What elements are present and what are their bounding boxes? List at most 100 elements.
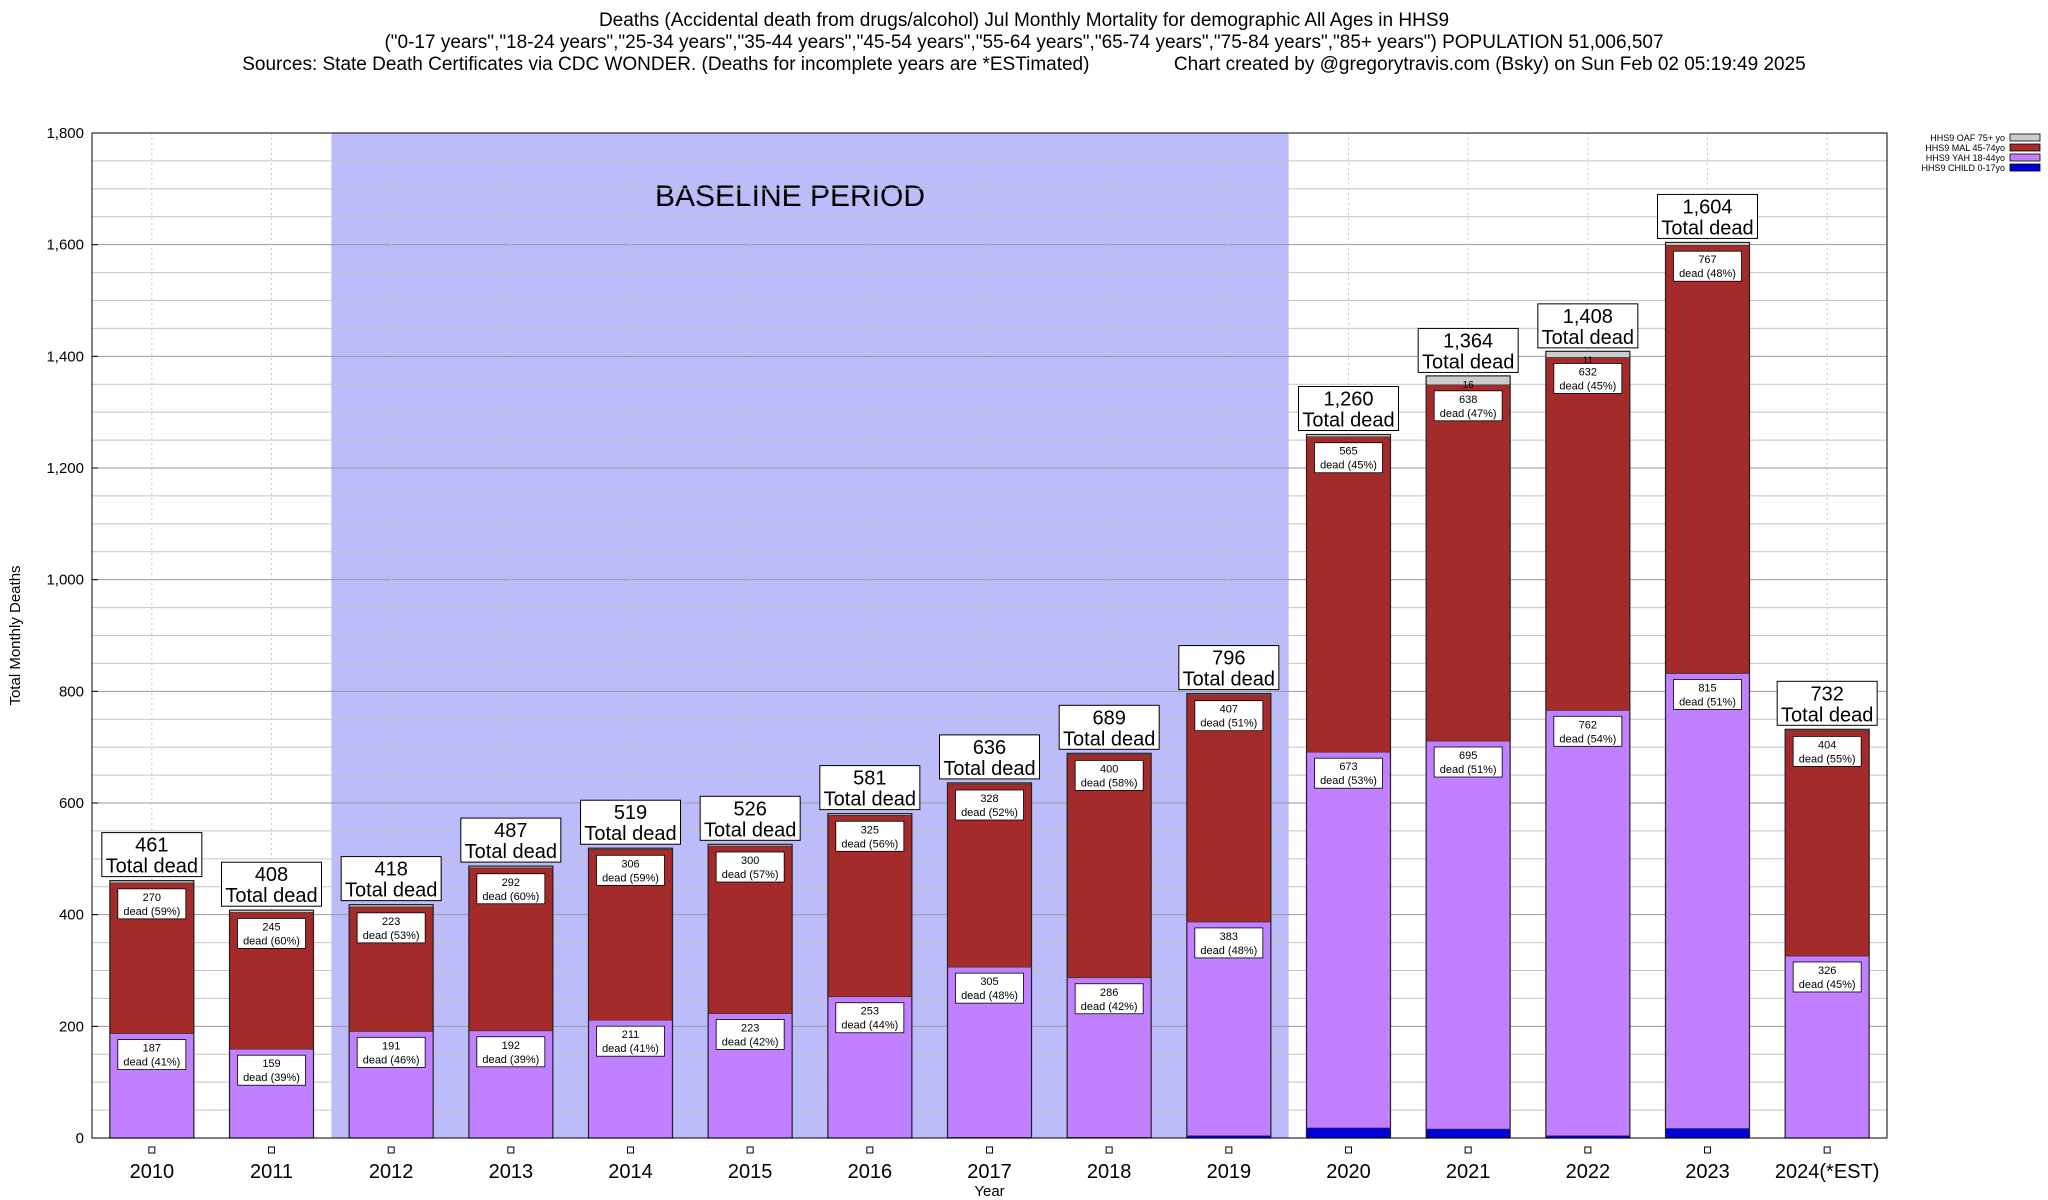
total-value-label: 689 [1092,707,1125,729]
segment-label-box [955,789,1024,821]
legend-swatch [2009,143,2041,152]
y-tick-label: 1,000 [46,572,84,589]
x-tick-label: 2020 [1326,1161,1371,1183]
segment-percent-label: dead (58%) [1081,777,1138,789]
segment-value-label: 632 [1579,366,1597,378]
bar-segment [1306,436,1391,753]
segment-value-label: 223 [741,1022,759,1034]
total-label-box [819,765,921,811]
x-tick-label: 2023 [1685,1161,1730,1183]
segment-label-box [1673,679,1742,710]
x-marker [986,1146,993,1154]
total-suffix-label: Total dead [1781,704,1873,726]
segment-percent-label: dead (48%) [1200,945,1257,957]
segment-value-label: 292 [502,877,520,889]
x-axis-title: Year [974,1183,1004,1200]
total-label-box [1537,303,1639,349]
total-value-label: 732 [1810,683,1843,705]
bar-segment [1665,1128,1750,1139]
segment-label-box [1792,961,1862,993]
bar-segment [1186,694,1272,923]
bar-segment [1784,730,1870,957]
x-marker [746,1146,754,1154]
segment-label-box [237,918,306,949]
segment-value-label: 767 [1698,254,1716,266]
segment-value-label: 211 [622,1029,640,1041]
y-tick-label: 400 [59,907,84,924]
total-value-label: 1,604 [1682,196,1732,218]
legend-swatch [2009,153,2041,162]
segment-value-label: 306 [621,858,639,870]
segment-value-label: 187 [143,1043,161,1055]
segment-value-label: 328 [980,793,998,805]
segment-percent-label: dead (54%) [1559,733,1616,745]
legend-swatch [2009,133,2041,142]
segment-label-box [117,1039,187,1070]
title-line-2: ("0-17 years","18-24 years","25-34 years… [384,32,1664,53]
segment-percent-label: dead (60%) [243,935,300,947]
bar-segment [1306,751,1391,1129]
segment-percent-label: dead (45%) [1559,380,1616,392]
x-tick-label: 2012 [369,1161,414,1183]
segment-percent-label: dead (48%) [961,990,1018,1002]
segment-label-box [835,820,905,852]
x-marker [1225,1146,1233,1154]
total-suffix-label: Total dead [1302,410,1394,432]
segment-percent-label: dead (42%) [1081,1001,1138,1013]
total-label-box [699,795,801,841]
legend-label: HHS9 MAL 45-74yo [1925,143,2005,153]
x-tick-label: 2016 [848,1161,893,1183]
segment-value-label: 815 [1698,682,1716,694]
segment-value-label: 400 [1100,763,1118,775]
x-tick-label: 2024(*EST) [1775,1161,1880,1183]
segment-value-label: 270 [143,892,161,904]
total-suffix-label: Total dead [465,841,557,863]
segment-label-box [1792,736,1862,767]
x-marker [1464,1146,1472,1154]
segment-label-box [835,1002,905,1034]
total-value-label: 636 [973,737,1006,759]
total-label-box [1776,680,1878,726]
segment-value-label: 305 [980,976,998,988]
total-value-label: 796 [1212,648,1245,670]
segment-percent-label: dead (52%) [961,807,1018,819]
segment-label-box [476,873,546,905]
plot-frame [91,132,1888,1139]
segment-label-box [1433,390,1503,422]
total-suffix-label: Total dead [106,856,198,878]
y-tick-label: 200 [59,1018,84,1035]
segment-percent-label: dead (48%) [1679,268,1736,280]
total-label-box [939,734,1040,780]
x-marker [1823,1146,1831,1154]
x-marker [1704,1146,1711,1154]
segment-label-box [1553,715,1623,747]
segment-percent-label: dead (39%) [243,1072,300,1084]
segment-percent-label: dead (57%) [722,869,779,881]
total-suffix-label: Total dead [1183,669,1275,691]
x-marker [507,1146,515,1154]
segment-percent-label: dead (60%) [482,891,539,903]
x-tick-label: 2022 [1566,1161,1611,1183]
total-label-box [460,817,562,863]
segment-percent-label: dead (51%) [1440,764,1497,776]
bar-segment [1425,384,1511,742]
total-label-box [101,832,203,878]
total-value-label: 1,408 [1563,306,1613,328]
segment-percent-label: dead (39%) [482,1054,539,1066]
segment-label-box [356,912,426,944]
bar-segment [1066,754,1152,979]
total-label-box [1178,645,1280,691]
y-tick-label: 1,200 [46,460,84,477]
segment-value-label: 223 [382,916,400,928]
y-tick-label: 600 [59,795,84,812]
segment-value-label: 325 [861,824,879,836]
legend-swatch [2009,163,2041,172]
x-tick-label: 2013 [489,1161,534,1183]
bar-segment [1665,244,1750,674]
y-tick-label: 800 [59,683,84,700]
segment-percent-label: dead (42%) [722,1036,779,1048]
segment-value-label: 286 [1100,987,1118,999]
segment-value-label: 407 [1220,704,1238,716]
x-marker [268,1146,275,1154]
